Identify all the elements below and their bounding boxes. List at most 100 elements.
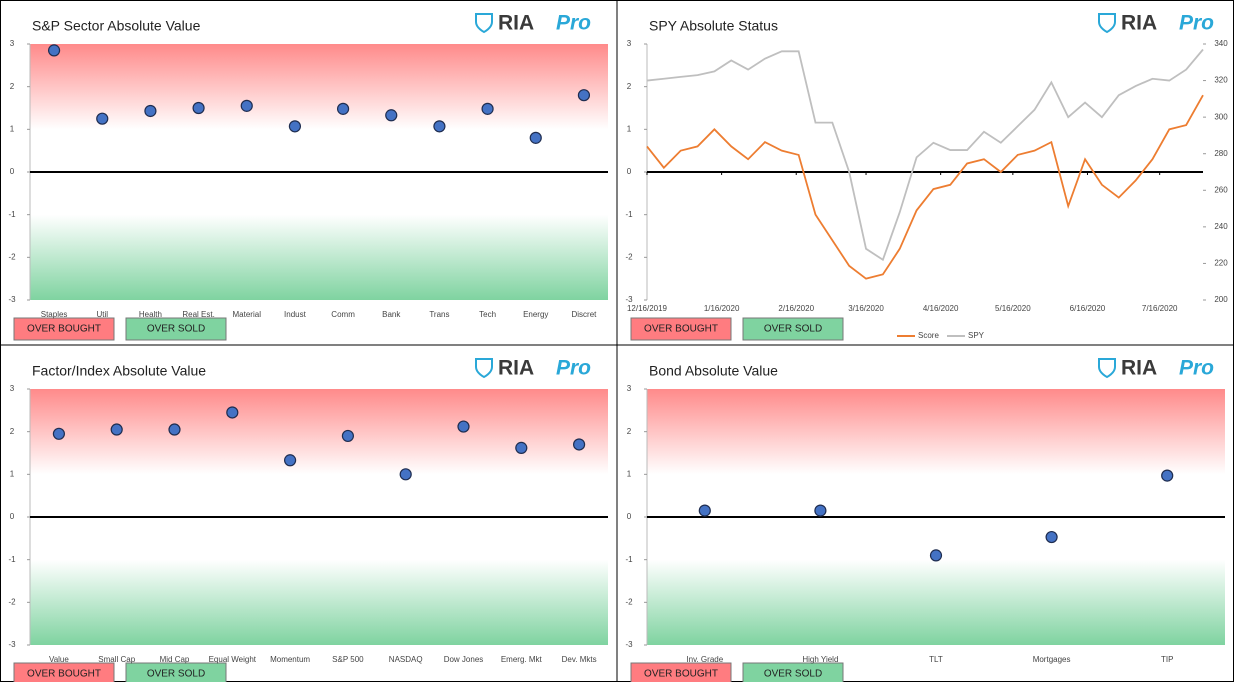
logo-icon	[475, 358, 493, 379]
x-tick-label: Material	[233, 310, 262, 319]
x-tick-label: TIP	[1161, 655, 1173, 664]
x-tick-label: Momentum	[270, 655, 310, 664]
y-tick-label: -1	[625, 555, 633, 564]
logo-icon	[1098, 358, 1116, 379]
zone-label: OVER SOLD	[764, 669, 822, 680]
zone-box	[125, 662, 227, 682]
logo-name: RIA	[1121, 12, 1157, 35]
logo-tag: Pro	[556, 12, 591, 35]
x-tick-label: 4/16/2020	[923, 304, 959, 313]
y2-tick-label: 300	[1214, 112, 1228, 121]
logo-tag: Pro	[1179, 12, 1214, 35]
series-line	[646, 94, 1204, 280]
y-tick-label: 1	[627, 124, 632, 133]
chart-title: Bond Absolute Value	[649, 363, 778, 379]
dot	[481, 102, 494, 115]
logo-name: RIA	[1121, 357, 1157, 380]
overbought-zone	[647, 389, 1225, 475]
x-tick-label: Energy	[523, 310, 548, 319]
dot	[168, 423, 181, 436]
x-tick-label: Small Cap	[98, 655, 135, 664]
y2-tick-label: 340	[1214, 39, 1228, 48]
y-tick-label: 1	[10, 469, 15, 478]
zone-box	[742, 662, 844, 682]
y-tick-label: 0	[627, 167, 632, 176]
dot	[341, 429, 354, 443]
x-tick-label: Mid Cap	[160, 655, 190, 664]
dot	[814, 504, 827, 517]
y-tick-label: 0	[627, 512, 632, 521]
zone-label: OVER BOUGHT	[27, 324, 101, 335]
x-tick-label: 7/16/2020	[1142, 304, 1178, 313]
x-tick-label: Trans	[429, 310, 449, 319]
x-tick-label: Dev. Mkts	[562, 655, 597, 664]
y-tick-label: -2	[625, 597, 633, 606]
series-line	[646, 48, 1204, 262]
zone-label: OVER BOUGHT	[644, 669, 718, 680]
chart-title: SPY Absolute Status	[649, 18, 778, 34]
y-tick-label: 2	[627, 82, 632, 91]
x-tick-label: NASDAQ	[389, 655, 423, 664]
x-tick-label: Util	[96, 310, 108, 319]
x-tick-label: TLT	[929, 655, 943, 664]
y-tick-label: 3	[627, 39, 632, 48]
x-tick-label: Dow Jones	[444, 655, 484, 664]
dot	[288, 120, 302, 133]
dot	[336, 102, 350, 115]
y-tick-label: -2	[625, 252, 633, 261]
dot	[240, 99, 253, 112]
zone-label: OVER SOLD	[147, 669, 205, 680]
x-tick-label: Tech	[479, 310, 496, 319]
overbought-zone	[30, 389, 608, 475]
y-tick-label: 1	[627, 469, 632, 478]
x-tick-label: 1/16/2020	[704, 304, 740, 313]
x-tick-label: S&P 500	[332, 655, 364, 664]
dot	[929, 549, 943, 562]
x-tick-label: Real Est.	[182, 310, 214, 319]
x-tick-label: Mortgages	[1033, 655, 1071, 664]
logo-icon	[475, 13, 493, 34]
logo-tag: Pro	[1179, 357, 1214, 380]
dot	[96, 112, 109, 125]
y-tick-label: -3	[625, 295, 633, 304]
y-tick-label: -1	[625, 210, 633, 219]
y2-tick-label: 220	[1214, 259, 1228, 268]
y-tick-label: -1	[8, 555, 16, 564]
x-tick-label: Bank	[382, 310, 401, 319]
logo-icon	[1098, 13, 1116, 34]
x-tick-label: Comm	[331, 310, 355, 319]
y-tick-label: 3	[627, 384, 632, 393]
y2-tick-label: 240	[1214, 222, 1228, 231]
x-tick-label: Equal Weight	[209, 655, 257, 664]
y-tick-label: 2	[627, 427, 632, 436]
y2-tick-label: 320	[1214, 76, 1228, 85]
x-tick-label: 6/16/2020	[1070, 304, 1106, 313]
x-tick-label: 12/16/2019	[627, 304, 668, 313]
y2-tick-label: 260	[1214, 185, 1228, 194]
y-tick-label: -3	[625, 640, 633, 649]
dot	[529, 131, 542, 144]
dot	[698, 504, 711, 517]
x-tick-label: Value	[49, 655, 69, 664]
zone-box	[125, 317, 227, 341]
dot	[515, 441, 528, 454]
dot	[284, 454, 297, 467]
logo-name: RIA	[498, 12, 534, 35]
zone-box	[742, 317, 844, 341]
dot	[192, 101, 205, 115]
y-tick-label: 3	[10, 39, 15, 48]
x-tick-label: Indust	[284, 310, 307, 319]
dot	[144, 104, 157, 118]
dot	[399, 468, 412, 481]
x-tick-label: High Yield	[802, 655, 838, 664]
legend-label: Score	[918, 331, 939, 340]
chart-title: Factor/Index Absolute Value	[32, 363, 206, 379]
y-tick-label: -1	[8, 210, 16, 219]
x-tick-label: Health	[139, 310, 162, 319]
zone-label: OVER SOLD	[147, 324, 205, 335]
dot	[385, 109, 398, 122]
x-tick-label: 5/16/2020	[995, 304, 1031, 313]
logo-tag: Pro	[556, 357, 591, 380]
oversold-zone	[30, 214, 608, 300]
